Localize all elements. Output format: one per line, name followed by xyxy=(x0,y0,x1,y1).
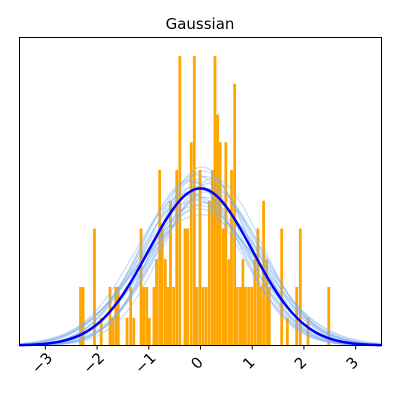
x-tick-label: 2 xyxy=(291,353,310,372)
sample-curve xyxy=(19,208,382,345)
histogram-bar xyxy=(192,55,196,346)
histogram-bar xyxy=(213,55,217,346)
histogram-bar xyxy=(186,228,189,346)
sample-curve xyxy=(19,213,382,345)
histogram-bar xyxy=(160,228,164,346)
x-tick-label: −3 xyxy=(28,349,56,377)
histogram-bar xyxy=(218,142,222,346)
x-tick-label: −1 xyxy=(131,349,159,377)
sample-curve xyxy=(19,204,382,346)
sample-curve xyxy=(19,179,382,347)
x-tick-label: 3 xyxy=(343,353,362,372)
histogram-bar xyxy=(221,228,225,346)
histogram-bar xyxy=(298,228,302,346)
histogram-bar xyxy=(147,317,151,346)
histogram-bar xyxy=(125,317,129,346)
histogram-bar xyxy=(166,286,170,346)
histogram-bar xyxy=(265,259,269,346)
chart-title: Gaussian xyxy=(166,15,235,33)
histogram-bar xyxy=(99,317,103,346)
sample-curve xyxy=(19,174,382,347)
histogram-bar xyxy=(183,228,187,346)
x-tick-label: 0 xyxy=(187,353,206,372)
histogram-bar xyxy=(247,286,250,346)
sample-curve xyxy=(19,190,382,346)
sample-curve xyxy=(19,181,382,346)
histogram-bar xyxy=(204,286,208,346)
sample-curve xyxy=(19,187,382,346)
histogram-bar xyxy=(244,286,247,346)
histogram-bar xyxy=(189,142,193,346)
posterior-sample-curves xyxy=(19,166,382,347)
mean-curve-group xyxy=(19,187,382,347)
sample-curve xyxy=(19,192,382,346)
histogram-bar xyxy=(81,286,85,346)
histogram-bar xyxy=(207,200,211,346)
histogram-bar xyxy=(116,286,120,346)
histogram-bar xyxy=(175,169,179,346)
sample-curve xyxy=(19,177,382,347)
sample-curve xyxy=(19,166,382,347)
histogram-bar xyxy=(201,286,205,346)
histogram-bar xyxy=(172,286,175,346)
x-axis: −3 −2 −1 0 1 2 3 xyxy=(28,345,362,377)
histogram-bar xyxy=(280,228,284,346)
histogram-bar xyxy=(142,286,145,346)
histogram-bar xyxy=(158,169,162,346)
histogram-bar xyxy=(93,228,96,346)
histogram-bar xyxy=(235,286,239,346)
sample-curve xyxy=(19,182,382,346)
histogram-bar xyxy=(195,286,199,346)
histogram-bar xyxy=(163,259,167,346)
histogram-bar xyxy=(241,259,245,346)
x-tick-label: 1 xyxy=(239,353,258,372)
histogram-bar xyxy=(169,200,172,346)
histogram-bar xyxy=(306,317,310,346)
histogram-bar xyxy=(227,259,231,346)
histogram-bar xyxy=(132,317,136,346)
histogram-bar xyxy=(250,286,254,346)
histogram-bar xyxy=(111,317,114,346)
histogram-bar xyxy=(108,286,112,346)
histogram-bar xyxy=(233,83,237,346)
histogram-bar xyxy=(155,259,158,346)
histogram-bar xyxy=(224,142,228,346)
x-tick-label: −2 xyxy=(80,349,108,377)
histogram-bar xyxy=(79,286,82,346)
mean-curve xyxy=(19,187,382,347)
histogram-bar xyxy=(259,286,262,346)
histogram-bar xyxy=(129,286,133,346)
histogram-bar xyxy=(152,286,156,346)
histogram-bar xyxy=(253,259,257,346)
histogram-bar xyxy=(145,286,149,346)
sample-curve xyxy=(19,170,382,347)
histogram-bar xyxy=(216,114,219,346)
histogram-bar xyxy=(114,286,118,346)
histogram-bar xyxy=(286,317,289,346)
histogram-bar xyxy=(211,169,214,346)
histogram-bar xyxy=(139,228,143,346)
sample-curve xyxy=(19,193,382,346)
histogram-bar xyxy=(230,169,233,346)
sample-curve xyxy=(19,202,382,346)
histogram-bar xyxy=(256,228,260,346)
histogram-bar xyxy=(238,286,242,346)
histogram-bar xyxy=(198,169,202,346)
histogram-bar xyxy=(267,286,271,346)
histogram-bar xyxy=(327,286,331,346)
